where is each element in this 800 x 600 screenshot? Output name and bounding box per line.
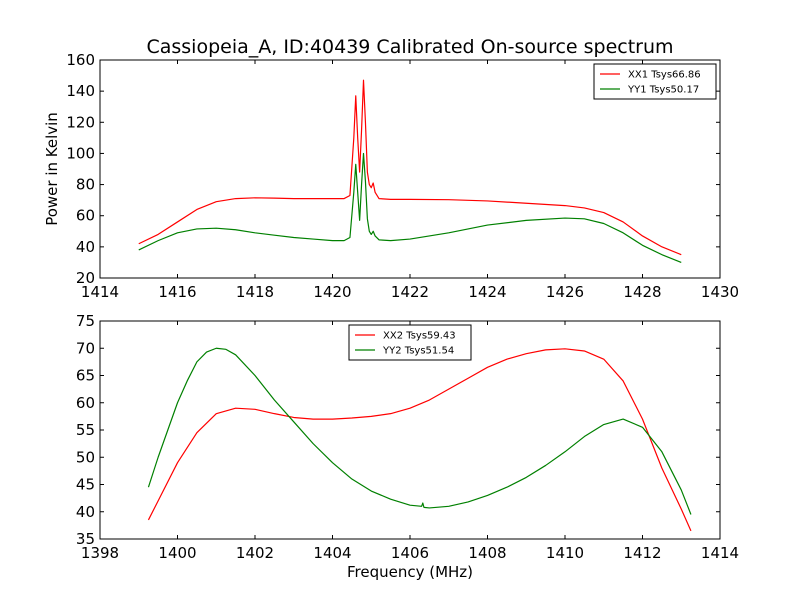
x-tick-label: 1402 (236, 544, 274, 562)
x-tick-label: 1410 (546, 544, 584, 562)
x-tick-label: 1426 (546, 283, 584, 301)
x-tick-label: 1406 (391, 544, 429, 562)
x-tick-label: 1430 (701, 283, 739, 301)
y-tick-label: 120 (66, 113, 95, 131)
legend-box (593, 63, 717, 100)
y-tick-label: 50 (76, 448, 95, 466)
x-tick-label: 1404 (313, 544, 351, 562)
x-tick-label: 1414 (701, 544, 739, 562)
y-tick-label: 100 (66, 144, 95, 162)
legend-entry: XX1 Tsys66.86 (628, 70, 701, 81)
y-tick-label: 75 (76, 312, 95, 330)
y-tick-label: 70 (76, 339, 95, 357)
legend-entry: YY1 Tsys50.17 (627, 85, 699, 96)
series-line-xx1 (138, 79, 682, 256)
x-tick-label: 1400 (158, 544, 196, 562)
series-line-yy1 (138, 152, 682, 263)
y-tick-label: 140 (66, 82, 95, 100)
y-tick-label: 35 (76, 530, 95, 548)
y-tick-label: 65 (76, 367, 95, 385)
lower-spectrum-panel: 1398 1400 1402 1404 1406 1408 1410 1412 1414 35 40… (76, 312, 739, 562)
legend-entry: YY2 Tsys51.54 (382, 346, 454, 357)
legend: XX2 Tsys59.43 YY2 Tsys51.54 (348, 324, 472, 361)
lower-x-axis-label: Frequency (MHz) (347, 563, 473, 581)
x-tick-label: 1424 (468, 283, 506, 301)
x-tick-label: 1428 (623, 283, 661, 301)
legend: XX1 Tsys66.86 YY1 Tsys50.17 (593, 63, 717, 100)
series-line-xx2 (147, 348, 692, 532)
y-tick-label: 40 (76, 503, 95, 521)
y-tick-label: 60 (76, 394, 95, 412)
x-tick-label: 1418 (236, 283, 274, 301)
upper-y-axis-label: Power in Kelvin (43, 112, 61, 226)
y-tick-label: 160 (66, 51, 95, 69)
y-tick-label: 40 (76, 238, 95, 256)
legend-entry: XX2 Tsys59.43 (383, 331, 456, 342)
series-line-yy2 (147, 347, 692, 515)
x-tick-label: 1422 (391, 283, 429, 301)
legend-box (348, 324, 472, 361)
x-tick-label: 1414 (81, 283, 119, 301)
upper-spectrum-panel: 1414 1416 1418 1420 1422 1424 1426 1428 1430 20 40… (66, 51, 739, 301)
y-tick-label: 45 (76, 476, 95, 494)
y-tick-label: 60 (76, 207, 95, 225)
y-tick-label: 20 (76, 269, 95, 287)
x-tick-label: 1398 (81, 544, 119, 562)
x-tick-label: 1416 (158, 283, 196, 301)
x-tick-label: 1408 (468, 544, 506, 562)
chart-title: Cassiopeia_A, ID:40439 Calibrated On-sou… (146, 36, 673, 58)
x-tick-label: 1420 (313, 283, 351, 301)
y-tick-label: 55 (76, 421, 95, 439)
x-tick-label: 1412 (623, 544, 661, 562)
y-tick-label: 80 (76, 176, 95, 194)
